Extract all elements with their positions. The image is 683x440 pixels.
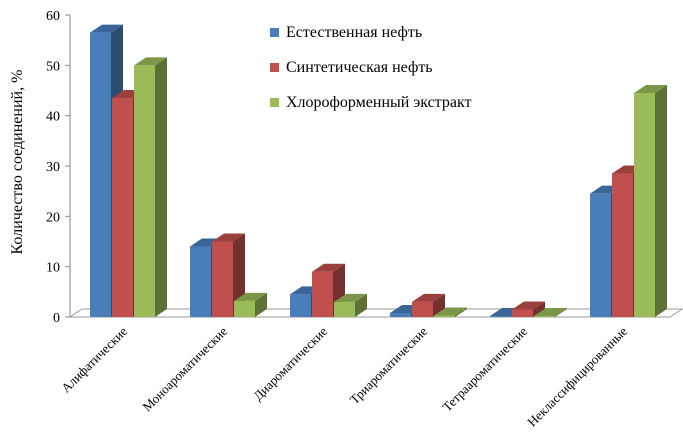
y-tick-label: 0 [53, 311, 60, 326]
legend-label: Синтетическая нефть [286, 59, 433, 76]
bar-side [155, 57, 167, 317]
legend-label: Хлороформенный экстракт [286, 94, 472, 111]
bar-front [390, 312, 411, 317]
y-tick-label: 40 [46, 110, 60, 125]
bar-top [334, 293, 367, 302]
bar-front [512, 309, 533, 317]
bar-front [412, 301, 433, 317]
legend: Естественная нефть Синтетическая нефть Хло… [270, 24, 472, 111]
bar-front [90, 32, 111, 317]
y-tick-label: 60 [46, 9, 60, 24]
bar-top [434, 307, 467, 316]
bar-front [434, 315, 455, 317]
bar-top [234, 292, 267, 301]
bar [512, 301, 545, 317]
x-tick-label: Триароматические [347, 323, 431, 407]
x-axis-labels: Алифатические Моноароматические Диароматич… [58, 323, 630, 429]
bars [90, 24, 667, 318]
bar-top [512, 301, 545, 310]
bar-side [255, 292, 267, 317]
x-tick-label: Неклассифицированные [524, 323, 630, 429]
legend-label: Естественная нефть [286, 24, 422, 41]
bar-front [312, 271, 333, 317]
bar-top [134, 57, 167, 66]
x-tick-label: Алифатические [58, 323, 130, 395]
legend-item: Естественная нефть [270, 24, 422, 41]
y-axis: 0 10 20 30 40 50 60 [46, 9, 71, 326]
bar-front [212, 241, 233, 317]
bar-front [112, 98, 133, 317]
bar-side [533, 301, 545, 317]
x-tick-label: Тетраароматические [439, 323, 530, 414]
bar-top [534, 307, 567, 316]
bar [434, 307, 467, 317]
bar-front [334, 301, 355, 317]
bar-front [290, 294, 311, 317]
y-tick-label: 10 [46, 261, 60, 276]
bar-side [455, 307, 467, 317]
y-axis-title: Количество соединений, % [9, 70, 26, 255]
bar-top [312, 263, 345, 272]
bar [412, 293, 445, 317]
bar-front [534, 315, 555, 317]
legend-item: Синтетическая нефть [270, 59, 433, 76]
legend-swatch [270, 63, 279, 72]
legend-swatch [270, 98, 279, 107]
x-tick-label: Моноароматические [139, 323, 230, 414]
bar-front [612, 173, 633, 317]
bar-front [634, 93, 655, 318]
y-tick-label: 50 [46, 59, 60, 74]
bar-side [555, 307, 567, 317]
bar-side [433, 293, 445, 317]
bar-front [490, 315, 511, 317]
bar-top [412, 293, 445, 302]
legend-item: Хлороформенный экстракт [270, 94, 472, 111]
bar-front [190, 246, 211, 317]
legend-swatch [270, 28, 279, 37]
x-tick-label: Диароматические [250, 323, 330, 403]
bar-top [212, 233, 245, 242]
bar [534, 307, 567, 317]
bar [634, 85, 667, 318]
y-tick-label: 30 [46, 160, 60, 175]
bar-front [234, 300, 255, 317]
bar [134, 57, 167, 317]
bar-front [134, 65, 155, 317]
y-tick-label: 20 [46, 210, 60, 225]
bar [234, 292, 267, 317]
bar-side [655, 85, 667, 318]
bar-side [355, 293, 367, 317]
bar [334, 293, 367, 317]
bar-top [634, 85, 667, 94]
bar-front [590, 193, 611, 317]
bar-top [90, 24, 123, 33]
